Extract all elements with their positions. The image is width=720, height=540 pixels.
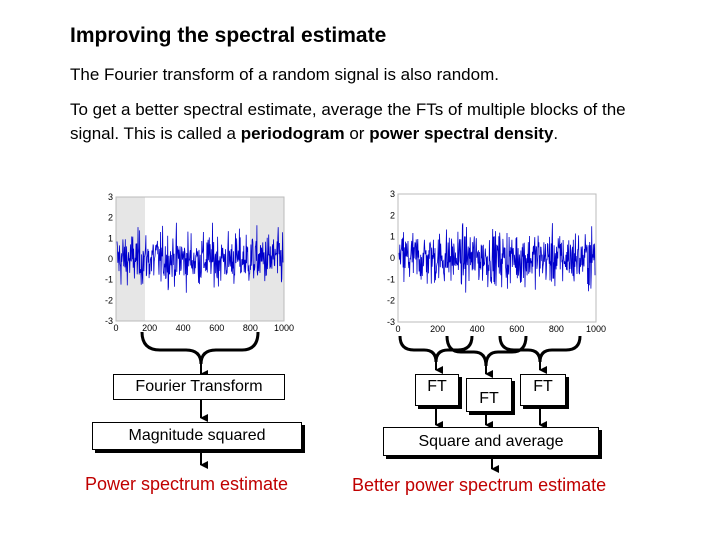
y-tick-label: 0: [108, 254, 113, 264]
left-signal-trace: [116, 222, 284, 293]
y-tick-label: -2: [387, 296, 395, 306]
right-brace-1: [398, 335, 474, 363]
ft-box-2: FT: [466, 378, 512, 412]
fourier-transform-box: Fourier Transform: [113, 374, 285, 400]
y-tick-label: 2: [390, 210, 395, 220]
ft-box-1: FT: [415, 374, 459, 406]
x-tick-label: 600: [509, 324, 524, 334]
x-tick-label: 1000: [586, 324, 606, 334]
intro-text: The Fourier transform of a random signal…: [70, 65, 499, 84]
x-tick-label: 400: [176, 323, 191, 333]
x-tick-label: 0: [113, 323, 118, 333]
y-tick-label: -3: [105, 316, 113, 326]
right-y-ticks: 3 2 1 0 -1 -2 -3: [387, 189, 395, 327]
x-tick-label: 200: [142, 323, 157, 333]
para-text-2: or: [344, 124, 370, 143]
y-tick-label: -3: [387, 317, 395, 327]
x-tick-label: 800: [549, 324, 564, 334]
left-x-ticks: 0 200 400 600 800 1000: [113, 323, 294, 333]
term-psd: power spectral density: [369, 124, 554, 143]
slide-title: Improving the spectral estimate: [70, 24, 387, 47]
x-tick-label: 800: [243, 323, 258, 333]
left-brace: [140, 331, 260, 365]
x-tick-label: 0: [395, 324, 400, 334]
x-tick-label: 400: [470, 324, 485, 334]
right-brace-3: [498, 335, 582, 363]
term-periodogram: periodogram: [240, 124, 345, 143]
y-tick-label: -2: [105, 295, 113, 305]
right-x-ticks: 0 200 400 600 800 1000: [395, 324, 606, 334]
explanation-paragraph: To get a better spectral estimate, avera…: [70, 98, 630, 146]
y-tick-label: 1: [390, 232, 395, 242]
magnitude-squared-box: Magnitude squared: [92, 422, 302, 450]
x-tick-label: 1000: [274, 323, 294, 333]
y-tick-label: 0: [390, 253, 395, 263]
y-tick-label: 2: [108, 213, 113, 223]
y-tick-label: 3: [390, 189, 395, 199]
left-plot-frame: [115, 196, 285, 322]
power-spectrum-estimate-label: Power spectrum estimate: [85, 474, 289, 494]
better-power-spectrum-estimate-label: Better power spectrum estimate: [352, 475, 607, 495]
right-plot-frame: [397, 193, 597, 323]
x-tick-label: 200: [430, 324, 445, 334]
para-text-3: .: [553, 124, 559, 143]
left-y-ticks: 3 2 1 0 -1 -2 -3: [105, 192, 113, 326]
ft-box-3: FT: [520, 374, 566, 406]
x-tick-label: 600: [209, 323, 224, 333]
para-text-1: To get a better spectral estimate, avera…: [70, 100, 626, 143]
y-tick-label: 1: [108, 233, 113, 243]
square-and-average-box: Square and average: [383, 427, 599, 456]
y-tick-label: -1: [387, 274, 395, 284]
right-signal-trace: [398, 223, 596, 293]
y-tick-label: 3: [108, 192, 113, 202]
y-tick-label: -1: [105, 275, 113, 285]
